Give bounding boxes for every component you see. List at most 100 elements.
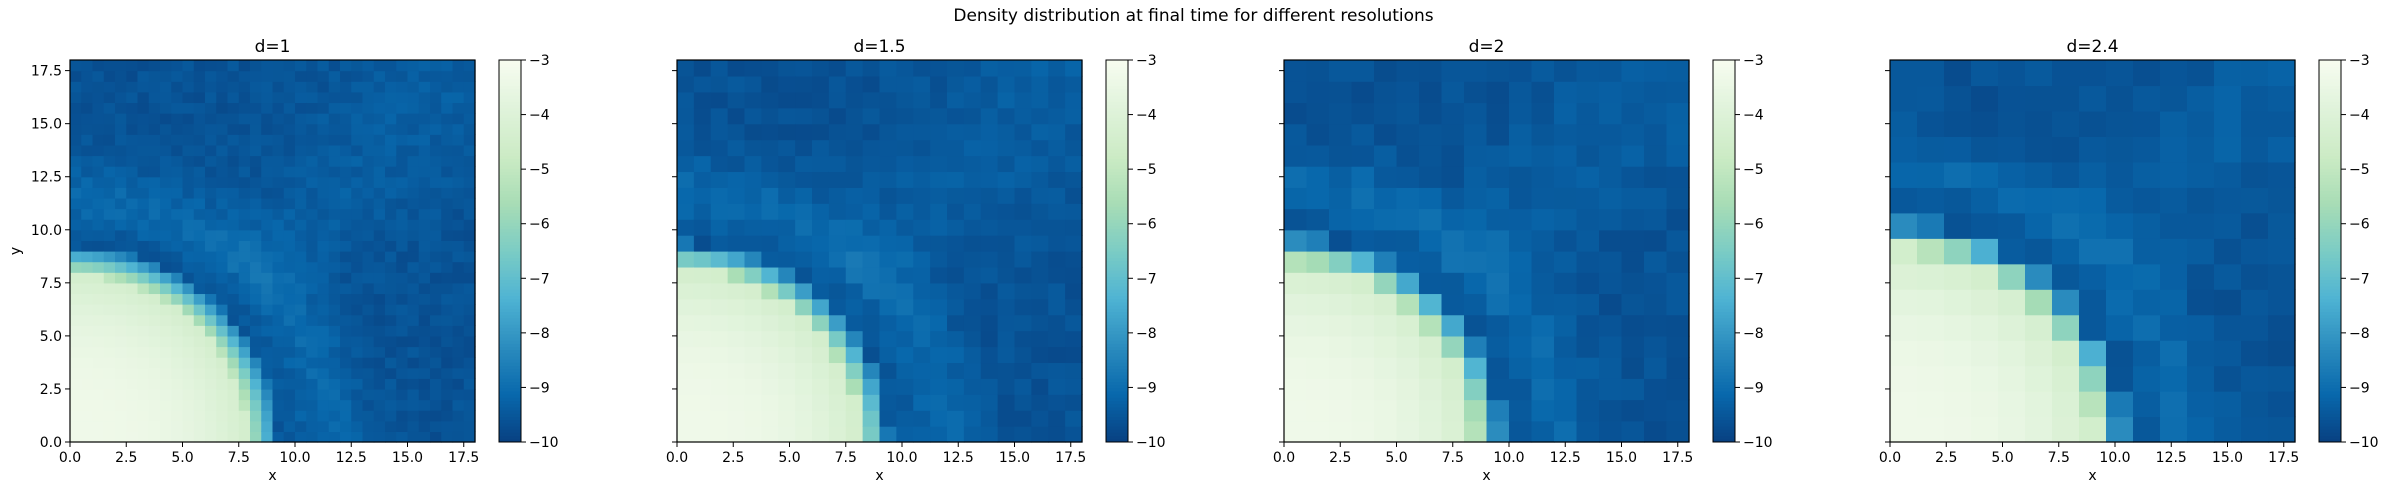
colorbar-segment [2319,225,2341,230]
heatmap-cell [2214,110,2242,137]
colorbar-segment [2319,95,2341,99]
heatmap-cell [828,330,847,348]
heatmap-cell [272,144,285,157]
heatmap-cell [418,134,431,146]
heatmap-cell [295,123,307,135]
heatmap-cell [182,166,195,178]
heatmap-cell [103,208,116,220]
colorbar-segment [1106,88,1128,93]
heatmap-cell [137,314,150,326]
heatmap-cell [351,272,364,284]
heatmap-cell [216,367,229,379]
heatmap-cell [1531,314,1555,337]
heatmap-cell [385,70,397,82]
heatmap-cell [845,203,864,220]
heatmap-cell [1329,229,1353,252]
colorbar-segment [1106,66,1128,71]
heatmap-cell [70,219,82,231]
heatmap-cell [137,70,150,82]
heatmap-cell [103,70,116,82]
heatmap-cell [1374,208,1398,231]
heatmap-cell [171,420,184,432]
heatmap-cell [693,203,712,220]
colorbar-segment [2319,349,2341,354]
heatmap-cell [1509,102,1533,125]
heatmap-cell [795,171,813,188]
heatmap-cell [216,166,229,178]
heatmap-cell [963,346,982,364]
heatmap-cell [778,251,796,268]
colorbar-segment [1106,324,1128,328]
heatmap-cell [362,166,375,178]
heatmap-cell [396,91,409,104]
colorbar-segment [2319,419,2341,424]
heatmap-cell [980,123,999,141]
heatmap-cell [137,251,150,263]
colorbar-segment [499,378,521,383]
heatmap-cell [1351,314,1375,337]
heatmap-cell [160,113,172,125]
heatmap-cell [160,60,172,72]
heatmap-cell [1306,357,1330,379]
heatmap-cell [261,187,274,199]
heatmap-cell [216,261,229,273]
colorbar-segment [1106,212,1128,217]
heatmap-cell [306,91,319,104]
heatmap-cell [930,235,948,252]
heatmap-cell [148,251,161,263]
heatmap-cell [1554,208,1578,231]
heatmap-cell [418,251,431,263]
heatmap-cell [963,378,982,395]
heatmap-cell [283,335,296,348]
heatmap-cell [193,229,206,241]
heatmap-cell [1917,161,1945,188]
heatmap-cell [710,75,729,93]
heatmap-cell [2025,238,2053,265]
heatmap-cell [70,335,82,348]
heatmap-cell [1031,251,1049,268]
colorbar-segment [1106,193,1128,198]
heatmap-cell [193,261,206,273]
heatmap-cell [385,187,397,199]
heatmap-cell [930,266,948,284]
x-tick-label: 0.0 [666,450,688,466]
heatmap-cell [283,431,296,443]
heatmap-cell [879,155,897,173]
heatmap-cell [340,251,352,263]
heatmap-cell [1599,187,1623,210]
heatmap-cell [137,229,150,241]
heatmap-cell [351,187,364,199]
heatmap-cell [362,272,375,284]
x-tick-label: 5.0 [171,450,193,466]
heatmap-cell [306,166,319,178]
heatmap-cell [227,431,240,443]
heatmap-cell [795,362,813,379]
heatmap-cell [879,187,897,204]
heatmap-cell [744,314,762,332]
x-tick-label: 2.5 [722,450,744,466]
heatmap-cell [283,144,296,157]
colorbar-segment [1106,270,1128,274]
colorbar-segment [1713,333,1735,338]
heatmap-cell [1971,263,1999,290]
heatmap-cell [1621,314,1645,337]
colorbar-segment [1106,130,1128,134]
heatmap-cell [418,91,431,104]
heatmap-cell [997,330,1016,348]
heatmap-cell [1599,123,1623,146]
heatmap-cell [385,357,397,369]
heatmap-cell [452,378,465,390]
heatmap-cell [227,187,240,199]
heatmap-cell [396,346,409,358]
heatmap-cell [710,107,729,125]
heatmap-cell [396,335,409,348]
heatmap-cell [385,388,397,401]
colorbar-segment [1713,79,1735,83]
colorbar-segment [2319,190,2341,195]
heatmap-cell [306,325,319,337]
colorbar-tick-label: −7 [2349,271,2370,287]
heatmap-cell [862,426,881,443]
heatmap-cell [862,219,881,236]
heatmap-cell [283,399,296,411]
heatmap-cell [963,139,982,157]
